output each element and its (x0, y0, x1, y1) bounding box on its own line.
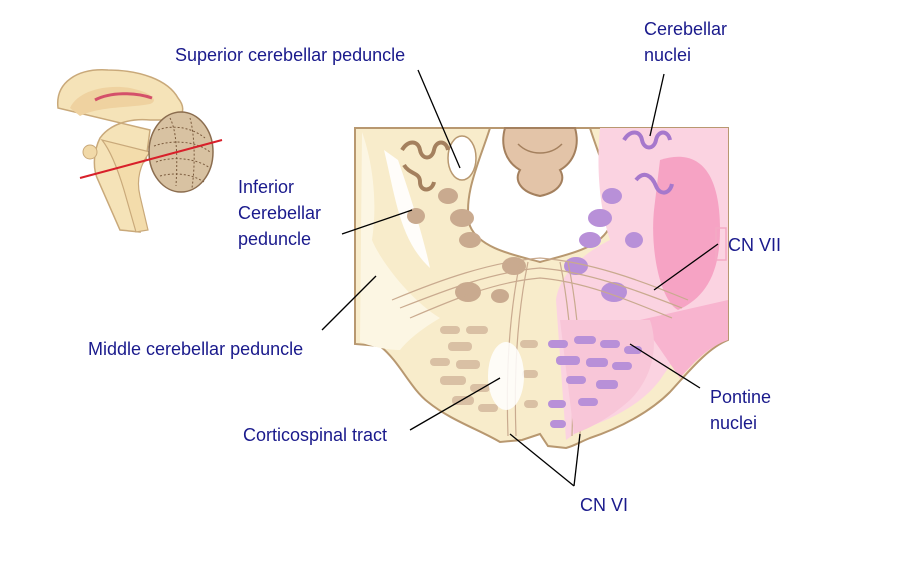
label-corticospinal-tract: Corticospinal tract (243, 425, 388, 445)
vermis (502, 127, 578, 198)
label-inferior-line3: peduncle (238, 229, 312, 249)
cn7-marker (715, 227, 727, 261)
tan-nuclei (407, 188, 526, 303)
label-pontine-nuclei-line2: nuclei (710, 413, 758, 433)
purple-nuclei (564, 188, 643, 302)
dentate-left (400, 140, 450, 192)
label-cerebellar-nuclei-line1: Cerebellar (644, 19, 728, 39)
label-pontine-nuclei-line1: Pontine (710, 387, 772, 407)
label-middle-cerebellar-peduncle: Middle cerebellar peduncle (88, 339, 304, 359)
pontine-nuclei-right (548, 336, 642, 428)
label-superior-cerebellar-peduncle: Superior cerebellar peduncle (175, 45, 406, 65)
right-pink-peduncle (653, 156, 720, 310)
label-inferior-line1: Inferior (238, 177, 295, 197)
label-cn-vi: CN VI (580, 495, 629, 515)
label-cerebellar-nuclei-line2: nuclei (644, 45, 692, 65)
dentate-right (622, 130, 674, 195)
label-inferior-line2: Cerebellar (238, 203, 322, 223)
label-cn-vii: CN VII (728, 235, 782, 255)
middle-peduncle-left (360, 132, 440, 350)
